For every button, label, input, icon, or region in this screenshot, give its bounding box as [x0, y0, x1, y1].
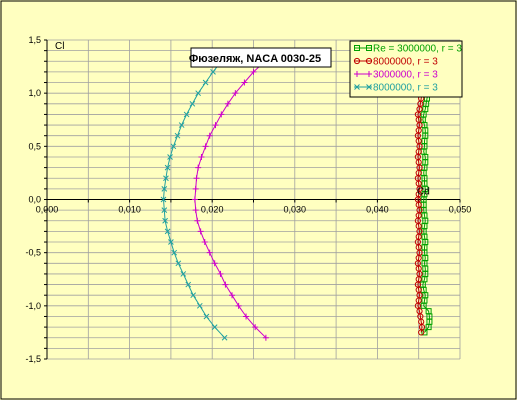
series-point [194, 217, 201, 224]
series-point [421, 329, 428, 336]
series-point [197, 228, 204, 235]
legend: Re = 3000000, r = 3 8000000, r = 3 3000000… [349, 40, 463, 98]
series-point [168, 239, 174, 245]
series-point [195, 164, 202, 171]
x-tick-label: 0,010 [118, 205, 141, 215]
series-point [222, 281, 229, 288]
y-tick-label: -1,0 [25, 301, 41, 311]
series-point [183, 111, 190, 118]
legend-marker [366, 71, 372, 77]
series-point [164, 228, 171, 235]
series-point [170, 143, 177, 150]
series-point [206, 249, 213, 256]
series-3 [191, 58, 269, 341]
series-point [243, 313, 250, 320]
y-tick-label: 0,5 [28, 141, 41, 151]
chart-title: Фюзеляж, NACA 0030-25 [189, 53, 321, 65]
series-point [196, 302, 203, 309]
x-tick-label: 0,050 [449, 205, 472, 215]
series-point [161, 186, 168, 192]
series-point [221, 334, 228, 341]
legend-marker [354, 71, 360, 77]
series-point [229, 292, 236, 299]
series-point [192, 185, 199, 192]
x-tick-label: 0,020 [201, 205, 224, 215]
series-point [414, 111, 421, 118]
series-point [195, 90, 202, 97]
series-point [262, 334, 269, 341]
series-point [211, 260, 218, 267]
series-point [161, 207, 168, 213]
series-point [185, 281, 192, 288]
x-tick-label: 0,030 [284, 205, 307, 215]
series-point [167, 154, 173, 160]
x-tick-label: 0,040 [366, 205, 389, 215]
legend-entry-label: Re = 3000000, r = 3 [373, 44, 462, 55]
y-tick-label: 0,0 [28, 195, 41, 205]
legend-marker [354, 45, 360, 51]
series-point [160, 196, 167, 203]
legend-entry-label: 8000000, r = 3 [373, 57, 438, 68]
series-point [212, 122, 219, 129]
series-point [252, 324, 259, 331]
chart-title-box: Фюзеляж, NACA 0030-25 [189, 47, 332, 68]
x-tick-label: 0,000 [36, 205, 59, 215]
y-tick-label: -0,5 [25, 248, 41, 258]
series-point [202, 79, 209, 86]
legend-marker [366, 45, 372, 51]
series-point [198, 153, 205, 160]
series-point [250, 68, 257, 75]
series-2 [414, 58, 435, 336]
series-point [193, 175, 200, 182]
y-tick-label: -1,5 [25, 354, 41, 364]
legend-marker [365, 57, 373, 65]
legend-marker [353, 57, 361, 65]
series-point [232, 90, 239, 97]
series-4 [160, 58, 228, 341]
series-point [218, 111, 225, 118]
series-point [202, 143, 209, 150]
legend-entry-label: 8000000, r = 3 [373, 83, 438, 94]
y-tick-label: 1,0 [28, 88, 41, 98]
series-point [235, 302, 242, 309]
series-point [201, 239, 208, 246]
series-point [174, 132, 181, 139]
legend-marker [366, 84, 372, 90]
series-point [206, 132, 213, 139]
series-point [175, 260, 182, 267]
series-point [171, 249, 178, 256]
series-point [162, 217, 168, 224]
series-point [203, 313, 210, 320]
y-axis-label: Cl [55, 41, 64, 52]
series-point [211, 324, 218, 330]
series-point [416, 308, 423, 315]
series-point [190, 292, 197, 299]
legend-entry-label: 3000000, r = 3 [373, 70, 438, 81]
series-1 [419, 58, 439, 336]
series-point [192, 207, 199, 214]
series-point [191, 196, 198, 203]
series-point [163, 175, 169, 182]
series-point [189, 100, 196, 107]
legend-marker [354, 84, 360, 90]
tick-labels: 1,5 1,0 0,5 0,0 -0,5 -1,0 -1,5 0,000 0,010 0,020 0… [25, 35, 471, 364]
x-axis-label: Cd [417, 187, 430, 198]
chart-title-frame [190, 47, 332, 68]
series-point [210, 69, 216, 75]
series-layer [160, 58, 439, 341]
axes [44, 39, 461, 360]
series-point [217, 270, 224, 277]
series-point [425, 308, 432, 315]
y-tick-label: 1,5 [28, 35, 41, 45]
series-point [241, 79, 248, 86]
series-point [180, 271, 187, 277]
series-point [178, 122, 185, 128]
series-point [164, 164, 171, 171]
series-point [224, 100, 231, 107]
